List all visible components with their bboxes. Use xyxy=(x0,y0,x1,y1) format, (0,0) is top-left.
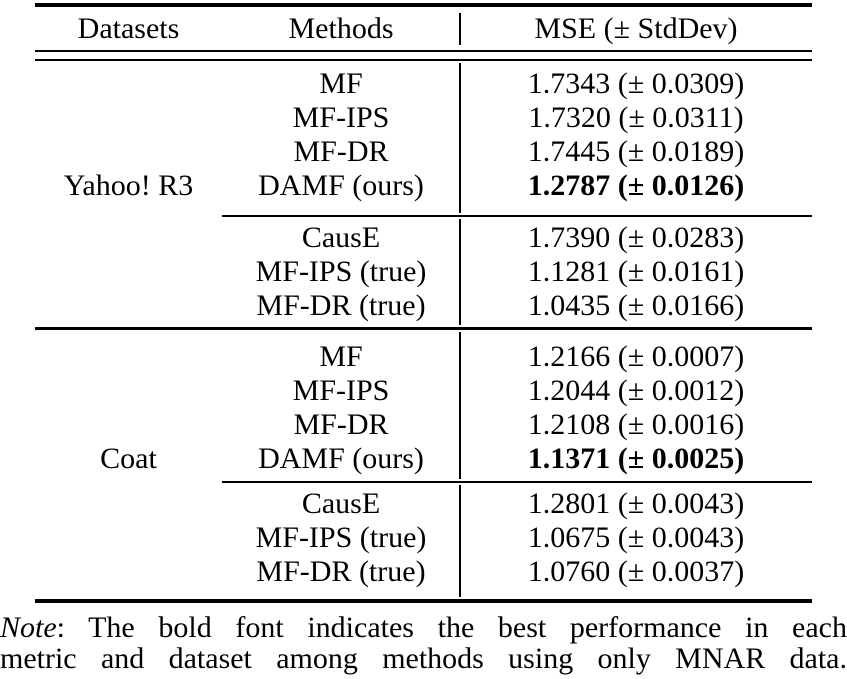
table-row: MF-DR 1.2108 (± 0.0016) xyxy=(35,408,812,442)
header-methods: Methods xyxy=(288,11,394,45)
table-row: MF-IPS 1.7320 (± 0.0311) xyxy=(35,101,812,135)
mnar-methods-group: MF 1.7343 (± 0.0309) MF-IPS 1.7320 (± 0.… xyxy=(35,61,812,215)
method-cell: MF-IPS (true) xyxy=(255,255,427,288)
mse-cell: 1.7390 (± 0.0283) xyxy=(527,221,745,254)
table-row: MF-DR (true) 1.0435 (± 0.0166) xyxy=(35,289,812,323)
note-label: Note xyxy=(0,611,57,644)
table-row: MF-DR (true) 1.0760 (± 0.0037) xyxy=(35,555,812,589)
mse-cell: 1.1371 (± 0.0025) xyxy=(527,442,745,475)
method-cell: MF-DR (true) xyxy=(256,555,426,588)
dataset-label: Coat xyxy=(100,442,157,475)
method-cell: MF xyxy=(319,67,363,100)
table-row-best: DAMF (ours) 1.2787 (± 0.0126) xyxy=(35,169,812,203)
column-divider xyxy=(459,332,461,479)
note-line-1: Note: The bold font indicates the best p… xyxy=(0,612,847,643)
section-coat: MF 1.2166 (± 0.0007) MF-IPS 1.2044 (± 0.… xyxy=(35,330,812,599)
method-cell: MF-IPS xyxy=(292,374,390,407)
mse-cell: 1.0675 (± 0.0043) xyxy=(527,521,745,554)
column-divider xyxy=(459,13,461,45)
mse-cell: 1.7445 (± 0.0189) xyxy=(527,135,745,168)
column-divider xyxy=(459,219,461,325)
method-cell: MF-DR (true) xyxy=(256,289,426,322)
table-row: MF 1.7343 (± 0.0309) xyxy=(35,67,812,101)
oracle-methods-group: CausE 1.7390 (± 0.0283) MF-IPS (true) 1.… xyxy=(35,217,812,327)
mse-cell: 1.7320 (± 0.0311) xyxy=(528,101,744,134)
method-cell: MF-IPS (true) xyxy=(255,521,427,554)
method-cell: MF xyxy=(319,340,363,373)
group-divider-rule xyxy=(222,481,812,483)
method-cell: MF-DR xyxy=(293,135,389,168)
section-yahoo-r3: MF 1.7343 (± 0.0309) MF-IPS 1.7320 (± 0.… xyxy=(35,61,812,327)
mse-cell: 1.2787 (± 0.0126) xyxy=(527,169,745,202)
method-cell: CausE xyxy=(301,487,381,520)
header-double-rule xyxy=(35,50,812,61)
group-divider-rule xyxy=(222,215,812,217)
section-divider-rule xyxy=(35,327,812,330)
method-cell: DAMF (ours) xyxy=(258,442,424,475)
note-text-1: : The bold font indicates the best perfo… xyxy=(56,611,847,644)
column-divider xyxy=(459,485,461,597)
header-datasets: Datasets xyxy=(77,11,180,45)
table-row: MF-IPS (true) 1.1281 (± 0.0161) xyxy=(35,255,812,289)
header-mse: MSE (± StdDev) xyxy=(534,11,738,45)
mse-cell: 1.2044 (± 0.0012) xyxy=(527,374,745,407)
table-row: MF 1.2166 (± 0.0007) xyxy=(35,340,812,374)
dataset-label: Yahoo! R3 xyxy=(63,169,194,202)
table-header-row: Datasets Methods MSE (± StdDev) xyxy=(35,7,812,50)
table-row-best: DAMF (ours) 1.1371 (± 0.0025) xyxy=(35,442,812,476)
mse-cell: 1.0435 (± 0.0166) xyxy=(527,289,745,322)
oracle-methods-group: CausE 1.2801 (± 0.0043) MF-IPS (true) 1.… xyxy=(35,483,812,599)
mnar-methods-group: MF 1.2166 (± 0.0007) MF-IPS 1.2044 (± 0.… xyxy=(35,330,812,481)
column-divider xyxy=(459,63,461,213)
note-line-2: metric and dataset among methods using o… xyxy=(0,642,847,675)
results-table: Datasets Methods MSE (± StdDev) MF 1.734… xyxy=(35,3,812,603)
method-cell: MF-IPS xyxy=(292,101,390,134)
table-row: CausE 1.2801 (± 0.0043) xyxy=(35,487,812,521)
mse-cell: 1.2801 (± 0.0043) xyxy=(527,487,745,520)
mse-cell: 1.2108 (± 0.0016) xyxy=(527,408,745,441)
mse-cell: 1.1281 (± 0.0161) xyxy=(527,255,745,288)
method-cell: DAMF (ours) xyxy=(258,169,424,202)
table-note: Note: The bold font indicates the best p… xyxy=(0,612,847,674)
method-cell: CausE xyxy=(301,221,381,254)
table-row: MF-IPS (true) 1.0675 (± 0.0043) xyxy=(35,521,812,555)
table-row: MF-IPS 1.2044 (± 0.0012) xyxy=(35,374,812,408)
bottom-rule xyxy=(35,599,812,603)
top-rule xyxy=(35,3,812,7)
table-row: CausE 1.7390 (± 0.0283) xyxy=(35,221,812,255)
table-row: MF-DR 1.7445 (± 0.0189) xyxy=(35,135,812,169)
mse-cell: 1.7343 (± 0.0309) xyxy=(527,67,745,100)
mse-cell: 1.0760 (± 0.0037) xyxy=(527,555,745,588)
mse-cell: 1.2166 (± 0.0007) xyxy=(527,340,745,373)
method-cell: MF-DR xyxy=(293,408,389,441)
